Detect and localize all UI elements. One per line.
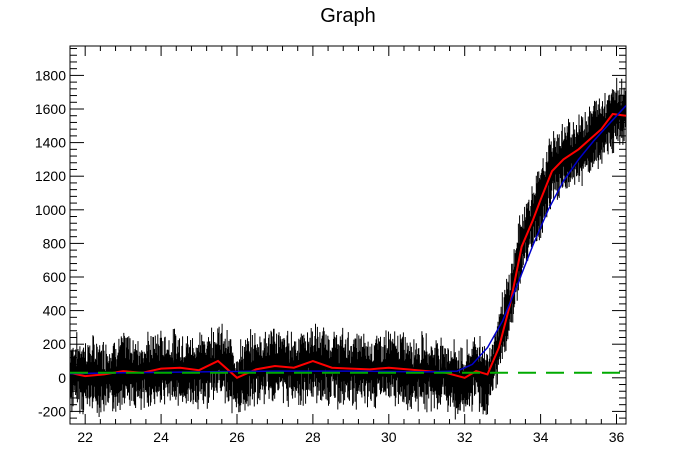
y-tick-label: 1000 bbox=[35, 202, 66, 218]
fit-curve bbox=[70, 105, 626, 375]
y-tick-label: 1600 bbox=[35, 101, 66, 117]
x-tick-label: 30 bbox=[381, 429, 397, 445]
x-tick-label: 26 bbox=[229, 429, 245, 445]
y-tick-label: -200 bbox=[38, 403, 66, 419]
y-tick-label: 1400 bbox=[35, 135, 66, 151]
x-tick-label: 22 bbox=[77, 429, 93, 445]
y-tick-label: 600 bbox=[43, 269, 67, 285]
data-line bbox=[70, 106, 626, 391]
axis-ticks bbox=[69, 46, 626, 424]
y-tick-label: 1200 bbox=[35, 168, 66, 184]
y-tick-label: 1800 bbox=[35, 67, 66, 83]
y-tick-label: 800 bbox=[43, 235, 67, 251]
x-tick-label: 34 bbox=[533, 429, 549, 445]
axis-tick-labels: 22 24 26 28 30 32 34 36 -200 0 200 400 600 800 1000 120… bbox=[35, 67, 625, 445]
y-tick-label: 0 bbox=[58, 370, 66, 386]
chart-title: Graph bbox=[320, 5, 376, 27]
smoothed-line bbox=[70, 112, 626, 379]
y-tick-label: 400 bbox=[43, 303, 67, 319]
x-tick-label: 24 bbox=[153, 429, 169, 445]
plot-area bbox=[70, 77, 626, 420]
y-tick-label: 200 bbox=[43, 336, 67, 352]
x-tick-label: 36 bbox=[609, 429, 625, 445]
x-tick-label: 32 bbox=[457, 429, 473, 445]
x-tick-label: 28 bbox=[305, 429, 321, 445]
plot-frame bbox=[69, 45, 627, 425]
